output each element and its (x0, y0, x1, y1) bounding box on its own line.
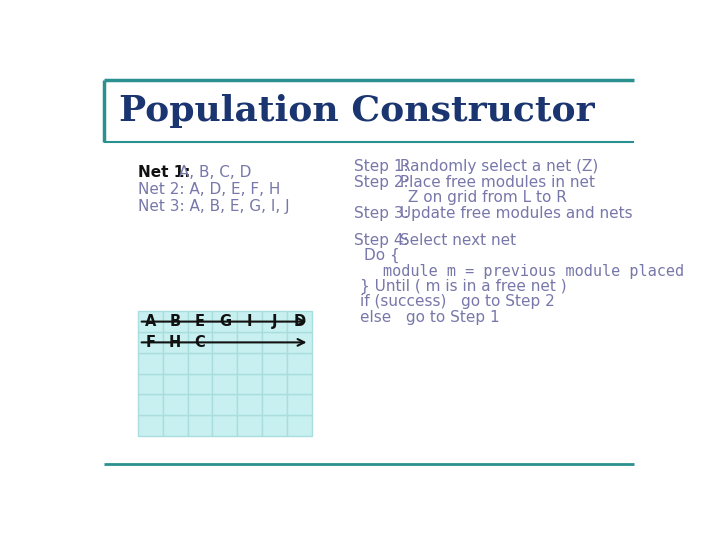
Text: A, B, C, D: A, B, C, D (174, 165, 251, 180)
Bar (163, 332, 188, 353)
Bar (238, 394, 262, 415)
Text: Do {: Do { (364, 248, 400, 264)
Bar (188, 332, 212, 353)
Text: I: I (247, 314, 253, 329)
Bar (262, 374, 287, 394)
Bar (163, 415, 188, 436)
Bar (212, 332, 238, 353)
Bar (188, 353, 212, 374)
Text: H: H (169, 335, 181, 350)
Text: Net 2: A, D, E, F, H: Net 2: A, D, E, F, H (138, 182, 280, 197)
Bar (287, 374, 312, 394)
Bar (287, 394, 312, 415)
Bar (262, 415, 287, 436)
Bar (138, 311, 163, 332)
Bar (238, 415, 262, 436)
Text: Update free modules and nets: Update free modules and nets (395, 206, 633, 221)
Bar (138, 415, 163, 436)
Bar (163, 374, 188, 394)
Bar (287, 353, 312, 374)
Bar (238, 374, 262, 394)
Bar (212, 311, 238, 332)
Bar (138, 394, 163, 415)
Bar (212, 353, 238, 374)
Text: module m = previous module placed: module m = previous module placed (383, 264, 684, 279)
Bar (287, 311, 312, 332)
Bar (188, 311, 212, 332)
Bar (138, 353, 163, 374)
Bar (188, 374, 212, 394)
Bar (138, 332, 163, 353)
Bar (212, 394, 238, 415)
Bar (287, 415, 312, 436)
Bar (212, 374, 238, 394)
Bar (238, 353, 262, 374)
Text: Net 1:: Net 1: (138, 165, 191, 180)
Bar (238, 332, 262, 353)
Bar (262, 311, 287, 332)
Bar (287, 332, 312, 353)
Text: A: A (145, 314, 156, 329)
Text: Step 2:: Step 2: (354, 175, 408, 190)
Text: F: F (145, 335, 156, 350)
Text: E: E (195, 314, 205, 329)
Text: Place free modules in net: Place free modules in net (395, 175, 595, 190)
Text: C: C (194, 335, 205, 350)
Bar (188, 394, 212, 415)
Text: Step 4:: Step 4: (354, 233, 408, 248)
Text: Z on grid from L to R: Z on grid from L to R (408, 190, 567, 205)
Text: else   go to Step 1: else go to Step 1 (360, 310, 500, 325)
Bar (163, 311, 188, 332)
Bar (262, 394, 287, 415)
Bar (138, 374, 163, 394)
Text: D: D (293, 314, 305, 329)
Text: G: G (219, 314, 231, 329)
Text: B: B (170, 314, 181, 329)
Text: Net 3: A, B, E, G, I, J: Net 3: A, B, E, G, I, J (138, 199, 289, 214)
Bar (262, 353, 287, 374)
Text: if (success)   go to Step 2: if (success) go to Step 2 (360, 294, 554, 309)
Bar (188, 415, 212, 436)
Text: Select next net: Select next net (395, 233, 516, 248)
Bar (163, 394, 188, 415)
Bar (262, 332, 287, 353)
Text: Step 1:: Step 1: (354, 159, 408, 174)
Text: } Until ( m is in a free net ): } Until ( m is in a free net ) (360, 279, 567, 294)
Text: Step 3:: Step 3: (354, 206, 408, 221)
Text: Population Constructor: Population Constructor (120, 94, 595, 128)
Text: Randomly select a net (Z): Randomly select a net (Z) (395, 159, 598, 174)
Bar (163, 353, 188, 374)
Text: J: J (271, 314, 277, 329)
Bar (212, 415, 238, 436)
Bar (238, 311, 262, 332)
